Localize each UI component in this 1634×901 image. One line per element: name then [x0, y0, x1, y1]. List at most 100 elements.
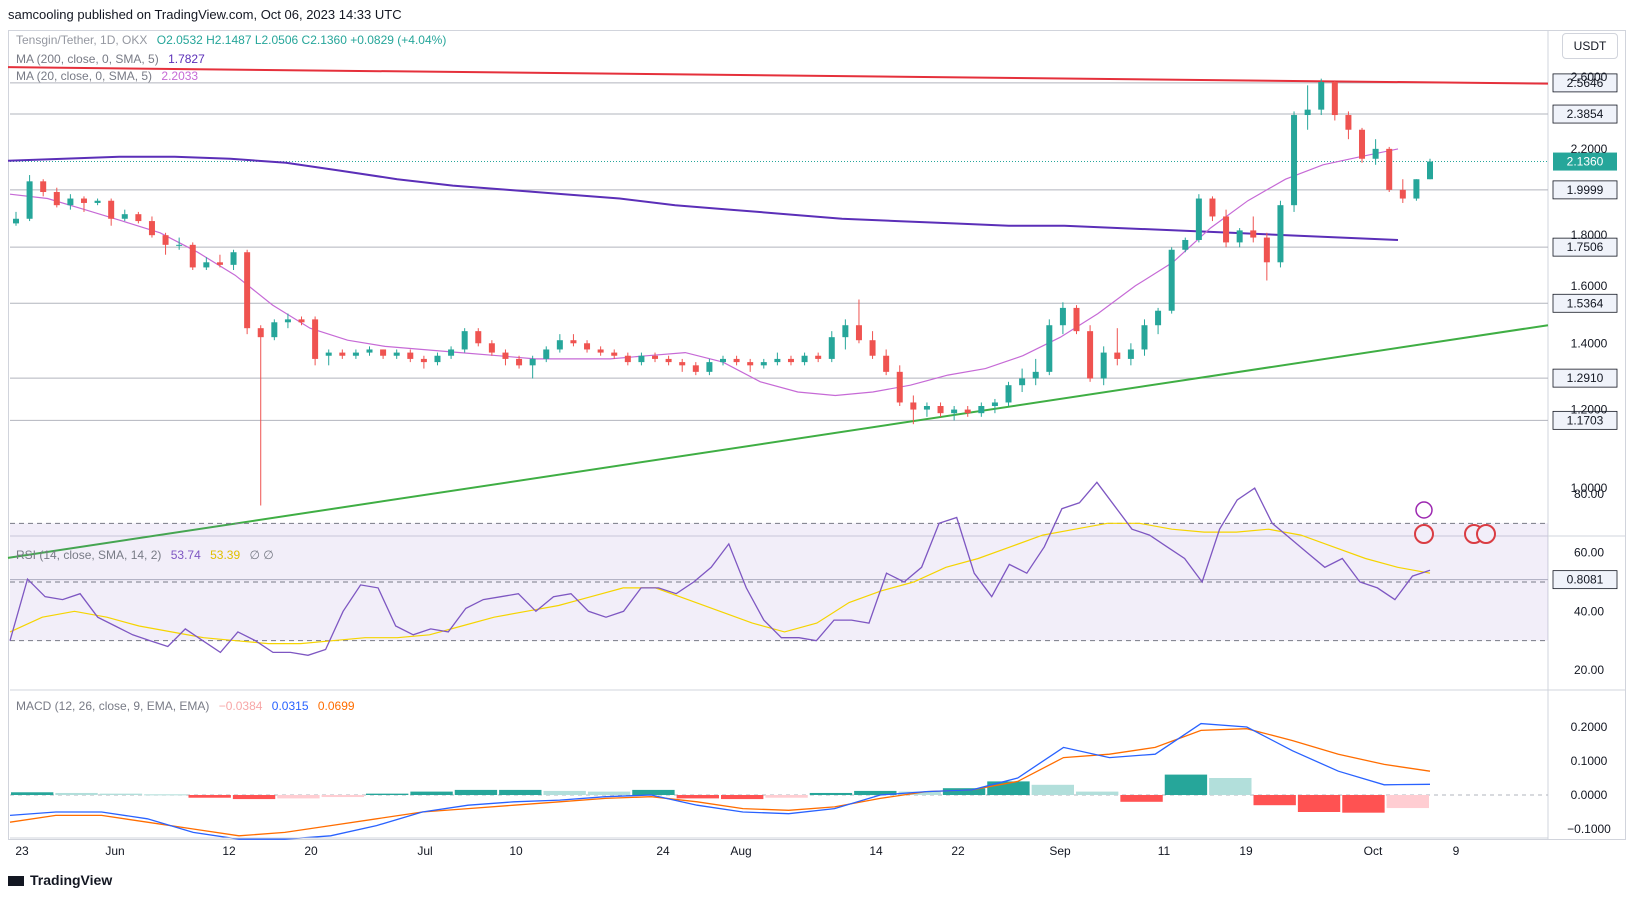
rsi-tick-label: 60.00	[1574, 546, 1604, 560]
price-tick-label: 1.6000	[1571, 279, 1608, 293]
candle-body	[828, 337, 835, 359]
price-level-box	[1552, 410, 1618, 430]
candle-body	[94, 200, 101, 203]
candle-body	[991, 402, 998, 407]
candle-body	[1114, 352, 1121, 359]
macd-histogram-bar	[232, 795, 276, 800]
candle	[1263, 232, 1270, 281]
candle-body	[26, 181, 33, 219]
candle-body	[787, 358, 794, 363]
macd-signal-line	[9, 728, 1431, 837]
candle	[26, 175, 33, 222]
candle	[1059, 302, 1066, 335]
candle	[108, 198, 115, 226]
price-level-box	[1552, 104, 1618, 124]
candle-body	[1263, 237, 1270, 263]
price-level-label: 1.9999	[1567, 183, 1604, 197]
macd-histogram-bar	[366, 793, 409, 795]
candle-body	[747, 362, 754, 366]
candle-body	[543, 349, 550, 359]
candle-body	[448, 349, 455, 356]
macd-histogram-bar	[410, 791, 453, 795]
candle	[1087, 325, 1094, 382]
candle-body	[216, 262, 223, 265]
macd-histogram-bar	[1120, 795, 1163, 802]
legend-ma20-label: MA (20, close, 0, SMA, 5)	[16, 69, 153, 83]
macd-histogram-bar	[499, 789, 542, 795]
candle	[325, 349, 332, 366]
macd-histogram-bar	[454, 789, 498, 795]
candle-body	[298, 319, 305, 323]
candle-body	[352, 352, 359, 356]
candle	[923, 402, 930, 417]
candle-body	[951, 409, 958, 414]
price-level-tag: 1.2910	[1552, 368, 1618, 388]
candle-body	[1046, 325, 1053, 372]
price-level-tag: 2.3854	[1552, 104, 1618, 124]
macd-histogram-bar	[898, 791, 941, 795]
ma20-line	[9, 148, 1399, 397]
candle-body	[869, 340, 876, 356]
candle	[1019, 368, 1026, 393]
price-tick-label: 2.2000	[1571, 142, 1608, 156]
candle	[1100, 346, 1107, 386]
candle	[869, 331, 876, 359]
candle-body	[284, 319, 291, 323]
candle-body	[53, 192, 60, 206]
candle	[706, 358, 713, 376]
price-level-tag: 2.1360	[1553, 152, 1617, 171]
macd-tick-label: 0.2000	[1571, 720, 1608, 734]
time-tick-label: Jul	[417, 844, 432, 858]
price-level-label: 1.5364	[1567, 296, 1604, 310]
time-tick-label: Jun	[105, 844, 124, 858]
legend-macd-label: MACD (12, 26, close, 9, EMA, EMA)	[16, 699, 210, 713]
candle	[624, 352, 631, 366]
macd-histogram-bar	[277, 795, 320, 799]
price-level-label: 2.5646	[1567, 76, 1604, 90]
price-level-tag: 1.1703	[1552, 410, 1618, 430]
legend-ma200-row: MA (200, close, 0, SMA, 5) 1.7827	[16, 52, 205, 66]
candle-body	[1372, 148, 1379, 159]
candle	[638, 352, 645, 366]
candle-body	[1359, 129, 1366, 159]
currency-button[interactable]: USDT	[1562, 33, 1618, 59]
candle-body	[597, 349, 604, 353]
legend-rsi-extra: ∅ ∅	[249, 548, 274, 562]
candle	[611, 349, 618, 359]
candle	[148, 216, 155, 238]
legend-ma200-label: MA (200, close, 0, SMA, 5)	[16, 52, 159, 66]
candle-body	[475, 331, 482, 344]
candle	[1141, 319, 1148, 356]
candle-body	[1127, 349, 1134, 359]
candle	[434, 352, 441, 366]
candle-body	[1304, 109, 1311, 116]
candle	[475, 328, 482, 347]
candle-body	[1182, 239, 1189, 250]
candle	[652, 352, 659, 363]
candle	[910, 395, 917, 425]
candle-body	[271, 322, 278, 338]
candle-body	[257, 328, 264, 338]
candle	[896, 365, 903, 407]
candle	[597, 346, 604, 356]
macd-histogram-bar	[632, 789, 675, 795]
candle-body	[706, 362, 713, 372]
candle	[352, 349, 359, 359]
price-tick-label: 1.8000	[1571, 228, 1608, 242]
chart-frame	[8, 30, 1626, 840]
candle	[257, 325, 264, 506]
candle	[787, 355, 794, 366]
candle-body	[461, 331, 468, 350]
candle-body	[488, 343, 495, 353]
candle-body	[80, 198, 87, 203]
candle	[94, 198, 101, 206]
us-flag-event-icon	[1414, 524, 1434, 544]
candle	[244, 249, 251, 335]
time-tick-label: Sep	[1049, 844, 1071, 858]
candle-body	[665, 358, 672, 363]
time-tick-label: Oct	[1364, 844, 1383, 858]
macd-histogram-bar	[1164, 774, 1208, 795]
price-level-tag: 1.5364	[1552, 293, 1618, 313]
candle-body	[556, 340, 563, 350]
